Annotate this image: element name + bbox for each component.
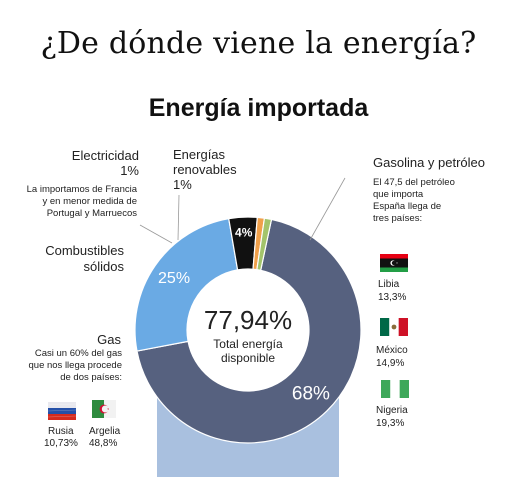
rusia-name: Rusia — [48, 426, 74, 437]
libya-flag-icon — [380, 254, 408, 272]
label-electricidad-pct: 1% — [120, 163, 139, 178]
slice-label-petroleo: 68% — [292, 383, 330, 404]
page-title: ¿De dónde viene la energía? — [40, 26, 477, 61]
mexico-flag-icon — [380, 318, 408, 336]
label-gas: Gas — [97, 332, 121, 347]
note-electricidad-1: La importamos de Francia — [26, 184, 137, 195]
note-gas-2: que nos llega procede — [28, 360, 123, 371]
slice-label-combustibles: 4% — [235, 225, 253, 239]
center-total-label-2: disponible — [220, 351, 276, 365]
nigeria-flag-icon — [381, 380, 409, 398]
note-gasolina-3: España llega de — [373, 201, 442, 212]
leader-line-electricidad — [139, 224, 173, 244]
label-renovables-pct: 1% — [173, 177, 192, 192]
leader-line-gasolina — [309, 177, 346, 241]
label-renovables-1: Energías — [173, 147, 226, 162]
note-electricidad-2: y en menor medida de — [42, 196, 137, 207]
label-combustibles-2: sólidos — [83, 259, 124, 274]
label-electricidad: Electricidad — [71, 148, 139, 163]
note-gasolina-4: tres países: — [373, 213, 423, 224]
note-gasolina-1: El 47,5 del petróleo — [373, 177, 455, 188]
argelia-name: Argelia — [89, 426, 121, 437]
russia-flag-icon — [48, 402, 76, 420]
note-gasolina-2: que importa — [373, 189, 424, 200]
chart-title: Energía importada — [148, 94, 369, 122]
libia-pct: 13,3% — [378, 292, 407, 303]
center-total-label-1: Total energía — [213, 337, 283, 351]
note-gas-3: de dos países: — [60, 372, 122, 383]
nigeria-name: Nigeria — [376, 405, 408, 416]
algeria-flag-icon — [92, 400, 116, 418]
argelia-pct: 48,8% — [89, 438, 118, 449]
center-total-value: 77,94% — [203, 305, 293, 335]
leader-line-renovables — [177, 194, 180, 241]
donut-hole — [187, 269, 309, 391]
mexico-pct: 14,9% — [376, 358, 405, 369]
mexico-name: México — [376, 345, 408, 356]
label-combustibles-1: Combustibles — [45, 243, 124, 258]
slice-label-gas: 25% — [158, 270, 190, 287]
nigeria-pct: 19,3% — [376, 418, 405, 429]
note-electricidad-3: Portugal y Marruecos — [46, 208, 137, 219]
libia-name: Libia — [378, 279, 400, 290]
label-renovables-2: renovables — [173, 162, 237, 177]
note-gas-1: Casi un 60% del gas — [34, 348, 122, 359]
slice-gas — [134, 217, 239, 352]
label-gasolina: Gasolina y petróleo — [373, 155, 486, 170]
rusia-pct: 10,73% — [44, 438, 78, 449]
